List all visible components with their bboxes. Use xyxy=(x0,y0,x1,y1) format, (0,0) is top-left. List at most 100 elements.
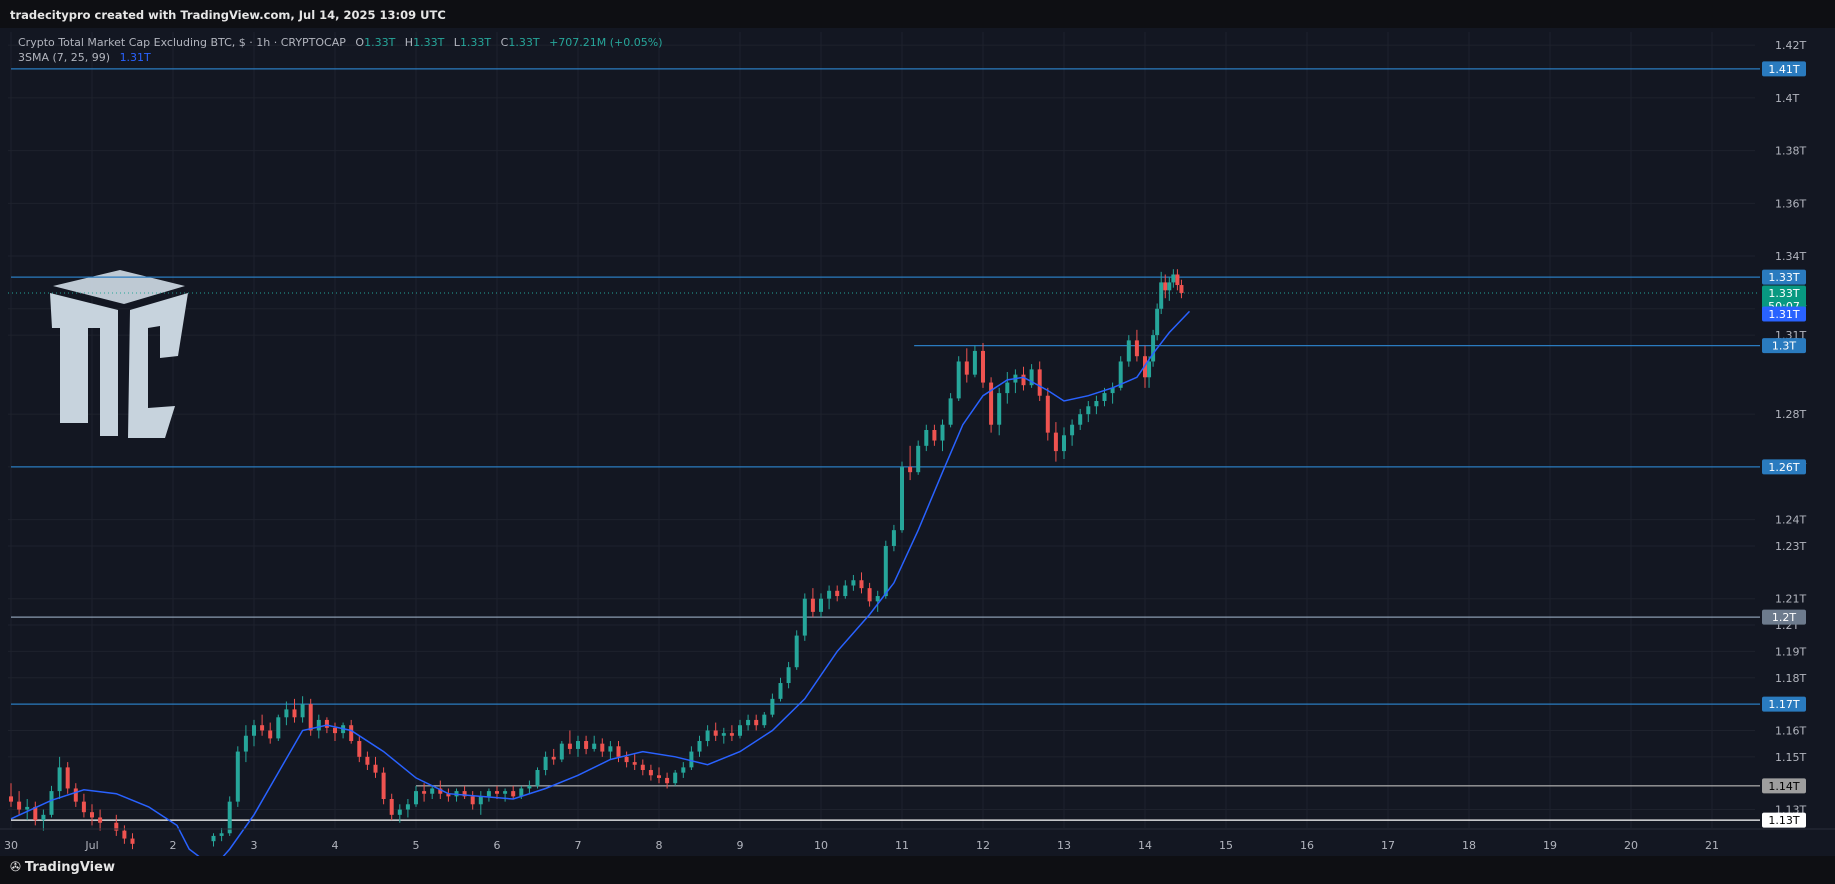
candle-body xyxy=(535,770,540,786)
candlestick-chart[interactable]: 1.42T1.4T1.38T1.36T1.34T1.32T1.31T1.28T1… xyxy=(0,28,1835,856)
candle-down xyxy=(584,735,589,755)
candle-up xyxy=(608,741,613,760)
candle-down xyxy=(292,698,297,723)
price-tag-bg xyxy=(1762,61,1806,77)
candle-up xyxy=(681,762,686,778)
candle-body xyxy=(632,762,637,765)
candle-up xyxy=(972,345,977,378)
candle-down xyxy=(648,764,653,781)
candle-down xyxy=(859,572,864,594)
price-axis[interactable]: 1.42T1.4T1.38T1.36T1.34T1.32T1.31T1.28T1… xyxy=(1760,28,1835,856)
candle-down xyxy=(964,348,969,383)
candle-up xyxy=(851,574,856,591)
candle-down xyxy=(810,588,815,618)
y-tick-label: 1.42T xyxy=(1775,39,1806,52)
candle-body xyxy=(519,788,524,797)
candle-up xyxy=(1062,427,1066,459)
x-tick-label: 30 xyxy=(4,839,18,852)
legend-indicator-row[interactable]: 3SMA (7, 25, 99) 1.31T xyxy=(18,50,663,65)
candle-up xyxy=(940,419,945,452)
candle-down xyxy=(373,756,378,778)
y-tick-label: 1.16T xyxy=(1775,724,1806,737)
x-tick-label: 9 xyxy=(737,839,744,852)
y-tick-label: 1.34T xyxy=(1775,250,1806,263)
candle-down xyxy=(1021,366,1026,391)
candle-body xyxy=(365,756,370,765)
candle-up xyxy=(49,785,54,818)
time-axis[interactable]: 30 Jul 2 3 4 5 6 7 8 9 10 11 12 13 14 15 16 17 18 19 20 21 xyxy=(0,828,1835,852)
candle-body xyxy=(754,719,759,726)
legend-symbol: Crypto Total Market Cap Excluding BTC, $… xyxy=(18,36,346,49)
price-tag-label: 1.3T xyxy=(1772,340,1796,353)
candle-down xyxy=(624,751,629,768)
candle-up xyxy=(1126,335,1131,367)
y-tick-label: 1.19T xyxy=(1775,645,1806,658)
x-tick-label: 19 xyxy=(1543,839,1557,852)
candle-up xyxy=(1078,408,1083,430)
price-tag-label: 1.13T xyxy=(1768,814,1799,827)
candle-up xyxy=(300,696,305,723)
candle-body xyxy=(41,814,46,821)
candle-body xyxy=(1037,369,1042,396)
candle-body xyxy=(503,791,508,794)
candle-down xyxy=(551,748,556,765)
candle-body xyxy=(324,719,329,728)
candle-body xyxy=(608,746,613,752)
candle-body xyxy=(219,833,224,836)
candle-up xyxy=(1159,271,1164,315)
candle-up xyxy=(827,585,832,610)
candle-body xyxy=(1086,406,1091,415)
sma-line xyxy=(10,310,1191,856)
candle-down xyxy=(729,725,734,742)
x-tick-label: 20 xyxy=(1624,839,1638,852)
candle-body xyxy=(478,796,483,805)
chart-area[interactable] xyxy=(0,28,1835,856)
candle-body xyxy=(802,598,807,636)
price-tag-label: 1.17T xyxy=(1768,698,1799,711)
candle-body xyxy=(462,791,467,797)
candle-down xyxy=(1163,274,1168,299)
candle-up xyxy=(503,788,508,802)
candle-body xyxy=(1159,282,1164,309)
candle-up xyxy=(405,799,410,818)
tradingview-logo[interactable]: ✇ TradingView xyxy=(10,860,115,875)
candle-body xyxy=(1110,387,1115,394)
candle-body xyxy=(1151,335,1156,362)
candle-body xyxy=(576,741,580,749)
candle-down xyxy=(349,719,354,744)
candle-down xyxy=(600,738,605,757)
candle-body xyxy=(276,717,281,739)
candle-body xyxy=(640,764,645,771)
candle-up xyxy=(786,661,791,689)
candle-body xyxy=(1175,274,1180,286)
y-tick-label: 1.4T xyxy=(1775,92,1799,105)
candle-body xyxy=(1021,374,1026,386)
price-tag-label: 1.31T xyxy=(1768,308,1799,321)
candle-up xyxy=(802,593,807,641)
candle-body xyxy=(1094,401,1099,407)
candle-body xyxy=(932,430,937,441)
level-tag: 1.3T xyxy=(1762,338,1806,354)
current-price-tag: 1.31T xyxy=(1762,306,1806,322)
candle-body xyxy=(389,799,394,815)
y-tick-label: 1.18T xyxy=(1775,672,1806,685)
candle-body xyxy=(738,725,742,736)
candle-body xyxy=(584,741,589,749)
candle-body xyxy=(98,817,103,823)
y-tick-label: 1.15T xyxy=(1775,751,1806,764)
candle-body xyxy=(883,545,888,597)
candle-body xyxy=(851,580,856,586)
y-tick-label: 1.21T xyxy=(1775,593,1806,606)
candle-body xyxy=(746,719,751,726)
candle-body xyxy=(1005,382,1010,394)
candle-body xyxy=(972,350,977,375)
y-tick-label: 1.36T xyxy=(1775,197,1806,210)
horizontal-levels xyxy=(8,68,1760,821)
x-tick-label: 17 xyxy=(1381,839,1395,852)
candle-down xyxy=(260,714,265,736)
candle-body xyxy=(559,743,564,760)
candle-body xyxy=(1163,282,1168,291)
legend-symbol-row: Crypto Total Market Cap Excluding BTC, $… xyxy=(18,35,663,50)
attribution-text: tradecitypro created with TradingView.co… xyxy=(10,8,446,22)
x-tick-label: 6 xyxy=(494,839,501,852)
